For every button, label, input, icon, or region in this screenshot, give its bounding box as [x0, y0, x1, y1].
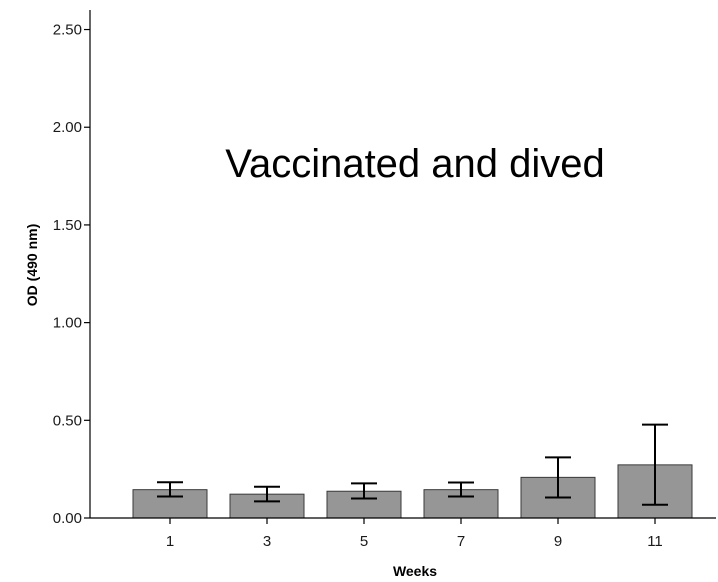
y-tick-label: 0.50 — [53, 412, 82, 429]
x-tick-label: 11 — [647, 533, 663, 550]
y-tick-label: 2.00 — [53, 119, 82, 136]
x-tick-label: 3 — [263, 533, 271, 550]
error-bar-week-1 — [157, 481, 183, 498]
x-tick-label: 5 — [360, 533, 368, 550]
x-axis-ticks: 1 3 5 7 9 11 — [166, 518, 663, 550]
x-tick-label: 1 — [166, 533, 174, 550]
y-tick-label: 1.50 — [53, 217, 82, 234]
y-tick-label: 2.50 — [53, 22, 82, 39]
error-bar-week-9 — [545, 456, 571, 499]
error-bar-week-3 — [254, 485, 280, 503]
x-tick-label: 7 — [457, 533, 465, 550]
y-tick-label: 1.00 — [53, 315, 82, 332]
y-axis-ticks: 0.00 0.50 1.00 1.50 2.00 2.50 — [53, 22, 90, 527]
error-bar-week-5 — [351, 482, 377, 500]
x-tick-label: 9 — [554, 533, 562, 550]
x-axis-title: Weeks — [393, 563, 437, 579]
y-axis-title: OD (490 nm) — [24, 224, 40, 306]
bars-layer — [132, 464, 693, 519]
y-tick-label: 0.00 — [53, 510, 82, 527]
chart-annotation: Vaccinated and dived — [225, 142, 605, 186]
error-bars-layer — [157, 423, 668, 506]
error-bar-week-11 — [642, 423, 668, 506]
error-bar-week-7 — [448, 481, 474, 498]
